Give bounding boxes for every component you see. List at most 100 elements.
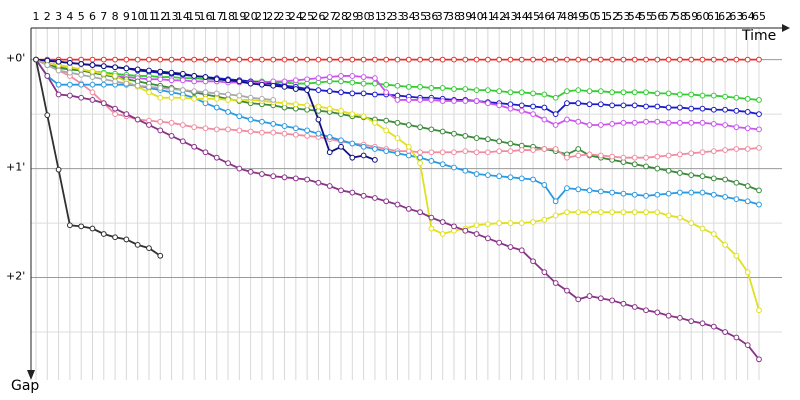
data-point (473, 135, 480, 141)
data-point (744, 269, 751, 276)
data-point (100, 76, 107, 83)
data-point (688, 91, 695, 98)
data-point (213, 95, 220, 102)
x-tick-label: 21 (255, 10, 269, 23)
grid (31, 28, 782, 380)
x-axis-arrow (782, 24, 790, 32)
data-point (473, 222, 480, 229)
data-point (304, 102, 311, 109)
data-point (292, 86, 299, 92)
data-point (44, 73, 51, 79)
data-point (112, 56, 118, 63)
data-point (756, 201, 762, 208)
data-point (146, 83, 152, 90)
data-point (451, 56, 457, 63)
data-point (677, 151, 683, 158)
data-point (100, 81, 107, 88)
data-point (597, 209, 604, 216)
data-point (89, 74, 96, 80)
data-point (55, 91, 62, 98)
x-tick-label: 58 (673, 10, 687, 23)
data-point (451, 149, 457, 156)
data-point (112, 105, 118, 112)
data-point (507, 220, 514, 226)
data-point (597, 295, 604, 302)
x-tick-label: 52 (605, 10, 619, 23)
data-point (146, 89, 152, 96)
x-tick-label: 3 (55, 10, 62, 23)
data-point (552, 198, 559, 205)
data-point (89, 97, 96, 103)
data-point (157, 94, 164, 101)
data-point (518, 89, 525, 96)
data-point (372, 80, 378, 87)
data-point (744, 125, 751, 132)
x-tick-label: 14 (176, 10, 190, 23)
data-point (383, 81, 390, 88)
data-point (78, 223, 85, 230)
data-point (405, 122, 412, 128)
x-tick-label: 44 (515, 10, 529, 23)
x-axis-label: Time (741, 28, 776, 44)
data-point (326, 105, 333, 112)
x-tick-label: 65 (752, 10, 766, 23)
data-point (699, 119, 706, 126)
data-point (744, 198, 751, 205)
x-tick-label: 27 (323, 10, 337, 23)
data-point (168, 94, 175, 101)
data-point (744, 342, 751, 349)
data-point (292, 77, 299, 84)
data-point (688, 150, 695, 157)
data-point (213, 76, 220, 83)
data-point (304, 132, 311, 139)
data-point (146, 67, 152, 74)
data-point (575, 87, 582, 94)
data-point (609, 153, 616, 160)
data-point (134, 116, 141, 123)
data-point (66, 81, 73, 88)
data-point (530, 103, 536, 110)
data-point (315, 87, 322, 94)
data-point (372, 56, 378, 63)
x-tick-label: 15 (187, 10, 201, 23)
data-point (315, 56, 322, 63)
data-point (179, 122, 186, 128)
data-point (191, 73, 198, 79)
data-point (586, 88, 593, 95)
data-point (620, 209, 627, 216)
data-point (620, 89, 627, 96)
data-point (270, 129, 277, 136)
data-point (710, 148, 717, 155)
data-point (439, 149, 446, 156)
data-point (688, 189, 695, 196)
data-point (33, 56, 39, 63)
data-point (597, 101, 604, 108)
data-point (631, 161, 638, 168)
data-point (733, 252, 740, 259)
data-point (620, 190, 627, 197)
data-point (304, 176, 311, 183)
data-point (643, 118, 649, 125)
x-tick-label: 59 (684, 10, 698, 23)
data-point (225, 126, 231, 133)
data-point (654, 153, 661, 160)
data-point (225, 97, 231, 103)
data-point (338, 73, 344, 79)
data-point (428, 214, 435, 221)
data-point (665, 167, 672, 174)
data-point (733, 196, 740, 202)
data-point (484, 87, 491, 94)
data-point (326, 149, 333, 156)
data-point (225, 160, 231, 167)
data-point (360, 143, 367, 150)
x-tick-label: 49 (571, 10, 585, 23)
x-tick-label: 48 (560, 10, 574, 23)
data-point (530, 219, 536, 225)
data-point (586, 187, 593, 194)
data-point (631, 304, 638, 310)
data-point (507, 56, 514, 63)
data-point (575, 296, 582, 303)
data-point (744, 183, 751, 189)
data-point (541, 116, 548, 123)
data-point (518, 175, 525, 182)
